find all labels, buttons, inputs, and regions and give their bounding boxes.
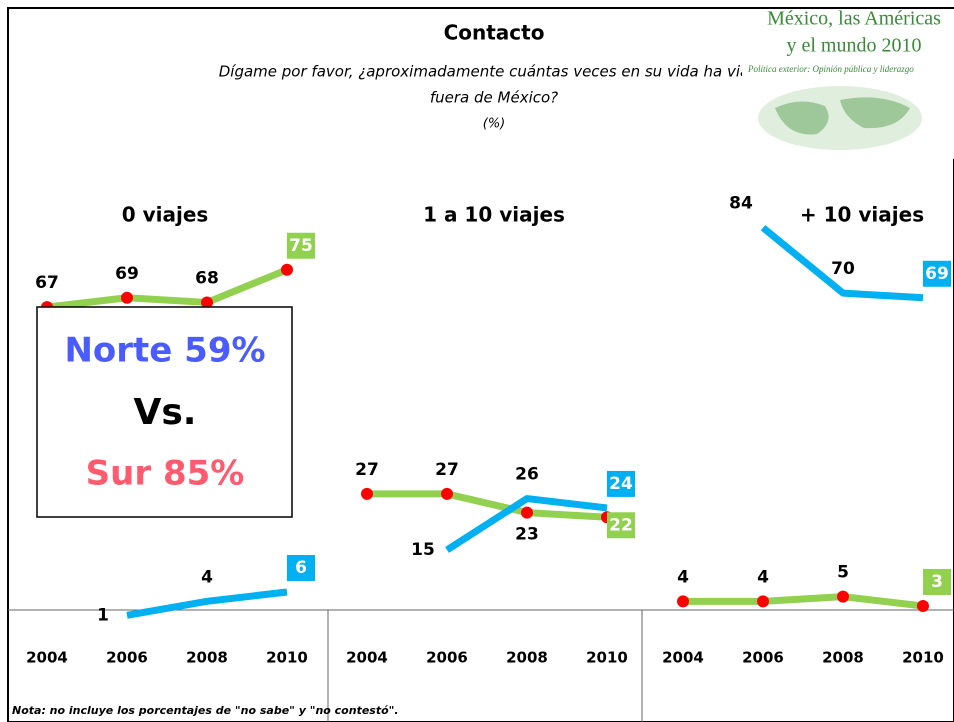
data-label: 27 <box>435 460 459 480</box>
x-tick-label: 2006 <box>742 649 784 667</box>
data-label: 70 <box>831 259 855 279</box>
logo-text: y el mundo 2010 <box>787 35 922 57</box>
subtitle: Dígame por favor, ¿aproximadamente cuánt… <box>219 63 782 81</box>
data-label: 15 <box>411 540 435 560</box>
data-label: 27 <box>355 460 379 480</box>
data-label: 67 <box>35 273 59 293</box>
point <box>441 487 453 500</box>
data-label: 26 <box>515 465 539 485</box>
x-tick-label: 2010 <box>266 649 308 667</box>
point <box>121 291 133 304</box>
data-label: 1 <box>97 605 109 625</box>
callout-text: Vs. <box>134 392 197 433</box>
x-tick-label: 2004 <box>662 649 704 667</box>
note: Nota: no incluye los porcentajes de "no … <box>12 704 399 717</box>
panel-title: 1 a 10 viajes <box>423 203 565 227</box>
subtitle: (%) <box>483 117 506 132</box>
x-tick-label: 2008 <box>822 649 864 667</box>
data-label: 4 <box>201 567 213 587</box>
series-line <box>126 588 288 619</box>
point <box>521 506 533 519</box>
data-label: 3 <box>931 572 943 592</box>
x-tick-label: 2006 <box>426 649 468 667</box>
callout-text: Sur 85% <box>86 454 245 494</box>
data-label: 4 <box>677 567 689 587</box>
point <box>677 595 689 608</box>
callout: Norte 59% Vs. Sur 85% <box>36 306 293 518</box>
label-box <box>923 260 951 287</box>
x-tick-label: 2008 <box>506 649 548 667</box>
point <box>281 263 293 276</box>
label-box <box>607 512 635 539</box>
x-tick-label: 2006 <box>106 649 148 667</box>
series-line <box>46 266 289 311</box>
label-box <box>287 554 315 581</box>
globe-land <box>775 97 910 135</box>
x-tick-label: 2004 <box>346 649 388 667</box>
panel-title: + 10 viajes <box>800 203 924 227</box>
logo-text: Política exterior: Opinión pública y lid… <box>747 64 914 74</box>
label-box <box>287 232 315 259</box>
x-tick-label: 2008 <box>186 649 228 667</box>
x-tick-label: 2010 <box>586 649 628 667</box>
series-line <box>367 490 608 521</box>
label-box <box>923 568 951 595</box>
label-box <box>607 470 635 497</box>
subtitle: fuera de México? <box>430 89 558 107</box>
data-label: 68 <box>195 268 219 288</box>
title: Contacto <box>444 21 545 45</box>
data-label: 84 <box>729 194 753 214</box>
data-label: 24 <box>609 474 633 494</box>
panel-title: 0 viajes <box>122 203 209 227</box>
point <box>837 590 849 603</box>
point <box>361 487 373 500</box>
point <box>757 595 769 608</box>
callout-text: Norte 59% <box>64 331 265 371</box>
callout-box <box>36 306 293 518</box>
data-label: 69 <box>925 264 949 284</box>
data-label: 5 <box>837 563 849 583</box>
point <box>201 296 213 309</box>
data-label: 6 <box>295 558 307 578</box>
series-line <box>445 495 608 553</box>
data-label: 69 <box>115 264 139 284</box>
data-label: 22 <box>609 515 633 535</box>
x-tick-label: 2010 <box>902 649 944 667</box>
data-label: 23 <box>515 525 539 545</box>
logo-text: México, las Américas <box>767 8 941 30</box>
data-label: 75 <box>289 236 313 256</box>
series-line <box>683 593 924 610</box>
logo: México, las Américas y el mundo 2010 Pol… <box>742 8 954 159</box>
x-tick-label: 2004 <box>26 649 68 667</box>
data-label: 4 <box>757 567 769 587</box>
series-line <box>760 225 924 302</box>
point <box>917 599 929 612</box>
